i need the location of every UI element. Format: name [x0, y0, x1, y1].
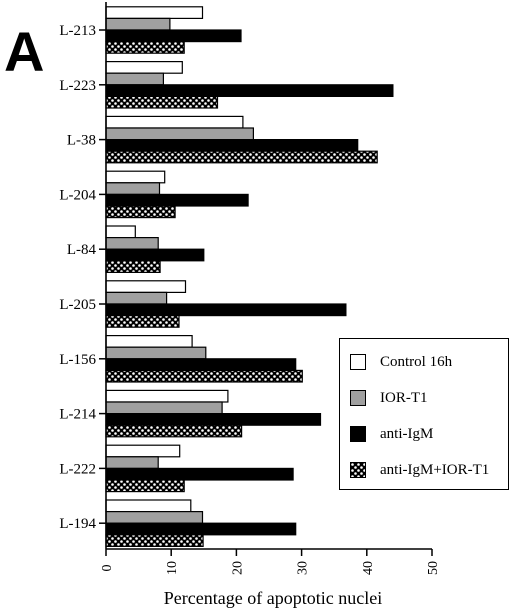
- x-tick-label: 30: [296, 561, 311, 575]
- x-tick-label: 10: [165, 561, 180, 575]
- bar-l-156-0: [105, 335, 193, 348]
- bar-l-204-1: [105, 182, 161, 196]
- bar-l-223-3: [105, 95, 219, 109]
- bar-l-223-2: [105, 84, 394, 98]
- bar-l-194-2: [105, 522, 297, 536]
- y-tick-label: L-214: [59, 407, 96, 423]
- legend-swatch-control: [350, 354, 366, 370]
- bar-l-194-3: [105, 534, 204, 547]
- bar-l-222-0: [105, 444, 181, 458]
- bar-l-214-2: [105, 413, 322, 426]
- bar-l-205-1: [105, 291, 168, 305]
- legend-item-anti-igm-ior-t1: anti-IgM+IOR-T1: [350, 461, 489, 479]
- legend-label-ior-t1: IOR-T1: [380, 389, 428, 406]
- bar-l-156-2: [105, 358, 297, 371]
- legend: Control 16h IOR-T1 anti-IgM anti-IgM+IOR…: [339, 338, 509, 490]
- y-tick-label: L-222: [59, 461, 96, 477]
- y-tick-label: L-223: [59, 78, 96, 94]
- bar-l-205-2: [105, 303, 347, 317]
- legend-swatch-anti-igm-ior-t1: [350, 462, 366, 478]
- bar-l-38-1: [105, 127, 254, 141]
- bar-l-213-0: [105, 6, 204, 20]
- legend-item-control: Control 16h: [350, 353, 452, 371]
- bar-l-222-3: [105, 479, 185, 493]
- x-tick-label: 0: [100, 565, 115, 572]
- bar-l-204-3: [105, 205, 176, 219]
- legend-swatch-anti-igm: [350, 426, 366, 442]
- legend-label-anti-igm-ior-t1: anti-IgM+IOR-T1: [380, 461, 490, 478]
- bar-l-84-1: [105, 237, 159, 250]
- bar-l-84-0: [105, 225, 136, 239]
- bar-l-205-0: [105, 280, 187, 293]
- legend-label-anti-igm: anti-IgM: [380, 425, 434, 442]
- y-tick-label: L-156: [59, 352, 96, 368]
- bar-l-38-3: [105, 150, 378, 164]
- bar-l-213-2: [105, 29, 242, 43]
- bar-l-214-3: [105, 424, 243, 438]
- bar-l-38-0: [105, 115, 244, 129]
- x-tick-label: 20: [230, 561, 245, 575]
- bar-l-214-1: [105, 401, 223, 415]
- y-tick-label: L-84: [67, 242, 97, 258]
- x-tick-label: 40: [361, 561, 376, 575]
- y-tick-label: L-205: [59, 297, 96, 313]
- bar-l-84-2: [105, 248, 205, 262]
- bar-l-223-0: [105, 60, 183, 74]
- legend-swatch-ior-t1: [350, 390, 366, 406]
- bar-l-213-1: [105, 17, 171, 31]
- bar-l-194-0: [105, 499, 192, 513]
- legend-item-anti-igm: anti-IgM: [350, 425, 433, 443]
- bar-l-223-1: [105, 72, 165, 86]
- bar-l-38-2: [105, 139, 359, 152]
- legend-label-control: Control 16h: [380, 353, 453, 370]
- bar-l-84-3: [105, 260, 161, 273]
- bar-l-214-0: [105, 389, 229, 403]
- bar-l-222-1: [105, 456, 159, 469]
- bar-l-205-3: [105, 315, 180, 328]
- legend-item-ior-t1: IOR-T1: [350, 389, 428, 407]
- bar-l-213-3: [105, 40, 185, 54]
- bar-l-204-0: [105, 170, 166, 184]
- y-tick-label: L-194: [59, 516, 96, 532]
- bar-l-204-2: [105, 193, 249, 207]
- bar-l-194-1: [105, 511, 204, 524]
- x-axis-label: Percentage of apoptotic nuclei: [163, 588, 383, 608]
- y-tick-label: L-38: [67, 133, 96, 149]
- bar-l-222-2: [105, 467, 294, 481]
- bar-l-156-3: [105, 369, 303, 383]
- bar-l-156-1: [105, 346, 207, 360]
- x-tick-label: 50: [426, 561, 441, 575]
- panel-label: A: [4, 20, 45, 83]
- y-tick-label: L-204: [59, 187, 96, 203]
- y-tick-label: L-213: [59, 23, 96, 39]
